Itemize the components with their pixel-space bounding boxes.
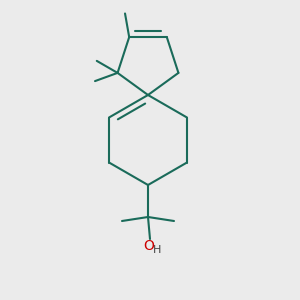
- Text: H: H: [153, 245, 161, 255]
- Text: O: O: [144, 239, 154, 253]
